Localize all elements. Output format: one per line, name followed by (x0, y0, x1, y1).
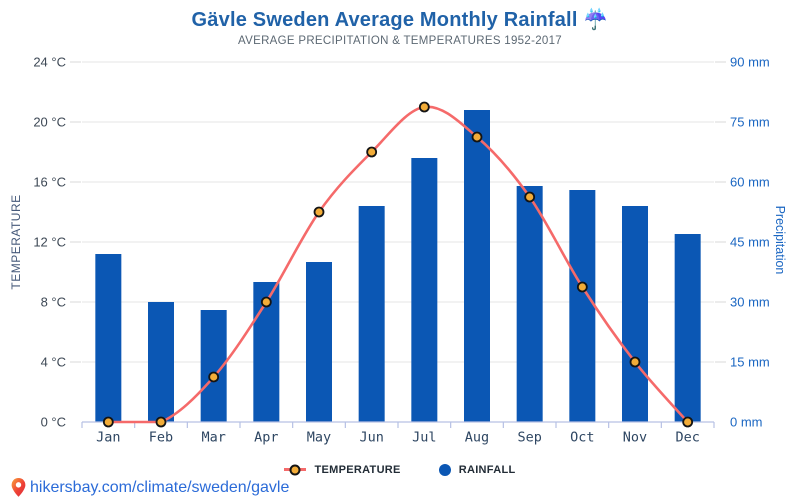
rainfall-marker-icon (438, 463, 451, 476)
temperature-marker-mar (208, 371, 220, 383)
left-axis-tick-label: 20 °C (33, 115, 66, 130)
right-axis-tick-label: 0 mm (730, 415, 763, 430)
rainfall-bar-nov (622, 206, 648, 422)
x-axis-label-sep: Sep (517, 430, 541, 446)
rainfall-bar-aug (464, 110, 490, 422)
location-pin-icon (11, 478, 26, 497)
right-axis-tick-label: 30 mm (730, 295, 770, 310)
temperature-marker-jul (418, 101, 430, 113)
left-axis-tick-label: 12 °C (33, 235, 66, 250)
temperature-marker-jan (102, 416, 114, 428)
rainfall-bar-feb (148, 302, 174, 422)
legend-item-rainfall[interactable]: RAINFALL (438, 463, 516, 476)
x-axis-label-jan: Jan (96, 430, 120, 446)
x-axis-label-apr: Apr (254, 430, 278, 446)
x-axis-label-jun: Jun (359, 430, 383, 446)
temperature-marker-dec (682, 416, 694, 428)
x-axis-label-nov: Nov (623, 430, 647, 446)
rainfall-bar-jun (358, 206, 385, 422)
legend-item-temperature[interactable]: TEMPERATURE (284, 463, 400, 476)
chart-subtitle: AVERAGE PRECIPITATION & TEMPERATURES 195… (238, 35, 562, 47)
right-axis-tick-label: 60 mm (730, 175, 770, 190)
temperature-marker-sep (524, 191, 536, 203)
x-axis-label-oct: Oct (570, 430, 594, 446)
left-axis-tick-label: 4 °C (41, 355, 66, 370)
temperature-marker-jun (366, 146, 378, 158)
temperature-marker-icon (284, 463, 307, 476)
chart-title: Gävle Sweden Average Monthly Rainfall ☔ (191, 9, 609, 31)
x-axis-label-mar: Mar (201, 430, 225, 446)
x-axis-label-dec: Dec (675, 430, 699, 446)
temperature-marker-apr (260, 296, 272, 308)
rainfall-bar-jan (95, 254, 122, 422)
rainfall-bar-sep (516, 186, 543, 422)
temperature-marker-oct (576, 281, 588, 293)
footer-link[interactable]: hikersbay.com/climate/sweden/gavle (30, 478, 290, 496)
footer: hikersbay.com/climate/sweden/gavle (11, 478, 289, 497)
temperature-marker-aug (471, 131, 483, 143)
x-axis-label-jul: Jul (412, 430, 436, 446)
right-axis-tick-label: 90 mm (730, 55, 770, 70)
temperature-marker-nov (629, 356, 641, 368)
right-axis-tick-label: 75 mm (730, 115, 770, 130)
rainfall-bar-oct (569, 190, 596, 422)
left-axis-tick-label: 16 °C (33, 175, 66, 190)
right-axis-tick-label: 15 mm (730, 355, 770, 370)
right-axis-title: Precipitation (773, 206, 787, 275)
chart-legend: TEMPERATURE RAINFALL (0, 463, 800, 476)
temperature-line (108, 105, 689, 424)
x-axis-label-aug: Aug (465, 430, 489, 446)
rainfall-bar-may (306, 262, 332, 422)
left-axis-tick-label: 8 °C (41, 295, 66, 310)
left-axis-tick-label: 0 °C (41, 415, 66, 430)
x-axis-label-feb: Feb (149, 430, 173, 446)
left-axis-title: TEMPERATURE (9, 194, 23, 289)
x-axis-label-may: May (307, 430, 331, 446)
temperature-marker-feb (155, 416, 167, 428)
temperature-marker-may (313, 206, 325, 218)
rainfall-bar-dec (674, 234, 701, 422)
legend-dot (289, 464, 301, 475)
rainfall-bar-jul (411, 158, 438, 422)
right-axis-tick-label: 45 mm (730, 235, 770, 250)
legend-label-temperature: TEMPERATURE (314, 463, 401, 476)
legend-label-rainfall: RAINFALL (458, 463, 516, 476)
left-axis-tick-label: 24 °C (33, 55, 66, 70)
